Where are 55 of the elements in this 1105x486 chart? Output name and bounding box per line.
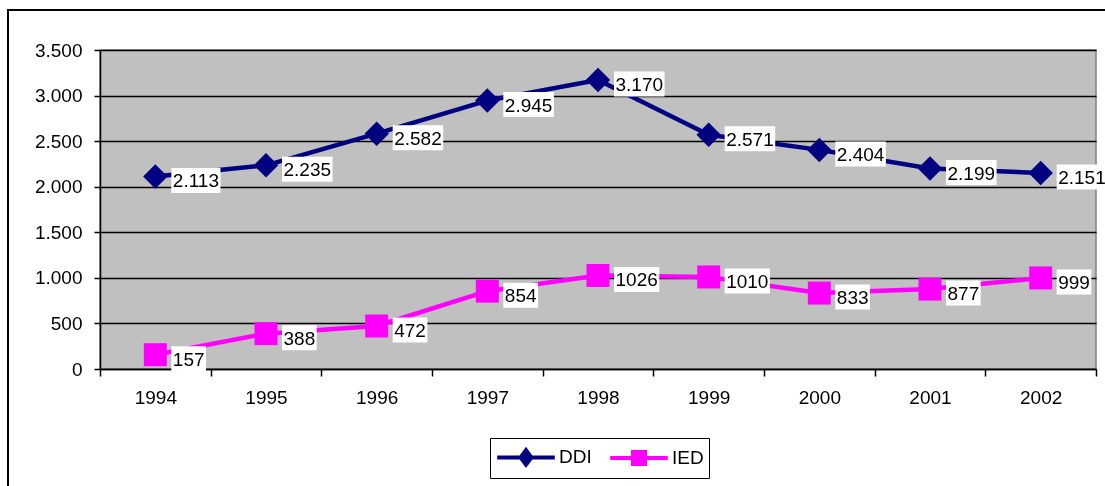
data-label: 3.170	[615, 74, 664, 96]
x-tick-label: 1999	[688, 386, 731, 408]
x-tick-label: 1998	[577, 386, 620, 408]
data-label: 2.199	[947, 162, 996, 184]
data-label: 833	[836, 287, 869, 309]
point	[365, 314, 389, 338]
point	[475, 88, 500, 113]
data-label: 2.571	[726, 128, 774, 150]
y-tick-label: 3.500	[34, 39, 83, 61]
y-tick-label: 2.000	[34, 176, 83, 198]
point	[254, 322, 278, 346]
point	[696, 122, 721, 147]
point	[697, 265, 721, 289]
point	[253, 153, 279, 178]
point	[1028, 160, 1053, 186]
point	[143, 343, 167, 367]
x-tick-label: 2000	[798, 386, 841, 408]
point	[475, 279, 499, 303]
y-tick-label: 1.500	[34, 221, 83, 243]
point	[364, 121, 389, 146]
y-tick-label: 500	[50, 312, 83, 334]
x-tick-label: 2001	[909, 386, 952, 408]
x-tick-label: 1997	[466, 386, 509, 408]
data-label: 2.235	[283, 159, 332, 181]
x-tick-label: 1994	[134, 386, 178, 408]
data-label: 472	[394, 319, 426, 341]
data-label: 854	[504, 285, 537, 307]
data-label: 999	[1058, 271, 1090, 293]
data-label: 1026	[615, 269, 658, 291]
y-tick-label: 0	[71, 358, 83, 380]
point	[918, 277, 942, 301]
x-tick-label: 1996	[356, 386, 399, 408]
legend-label: DDI	[559, 446, 592, 468]
point	[143, 164, 168, 189]
data-label: 1010	[726, 270, 769, 292]
x-tick-label: 1995	[245, 386, 288, 408]
x-tick-label: 2002	[1020, 386, 1063, 408]
point	[807, 281, 831, 305]
point	[585, 67, 611, 93]
point	[1029, 266, 1053, 290]
data-label: 2.151	[1058, 166, 1105, 188]
legend-label: IED	[672, 447, 704, 468]
point	[807, 137, 832, 163]
data-label: 877	[947, 283, 980, 305]
data-label: 2.582	[394, 127, 442, 149]
y-tick-label: 3.000	[34, 85, 83, 107]
data-label: 2.945	[504, 94, 553, 116]
data-label: 388	[283, 327, 316, 349]
point	[586, 263, 610, 287]
data-label: 157	[172, 348, 205, 370]
data-label: 2.404	[836, 143, 885, 165]
y-tick-label: 1.000	[34, 267, 83, 289]
y-tick-label: 2.500	[34, 130, 83, 152]
point	[917, 156, 943, 181]
data-label: 2.113	[172, 170, 219, 192]
